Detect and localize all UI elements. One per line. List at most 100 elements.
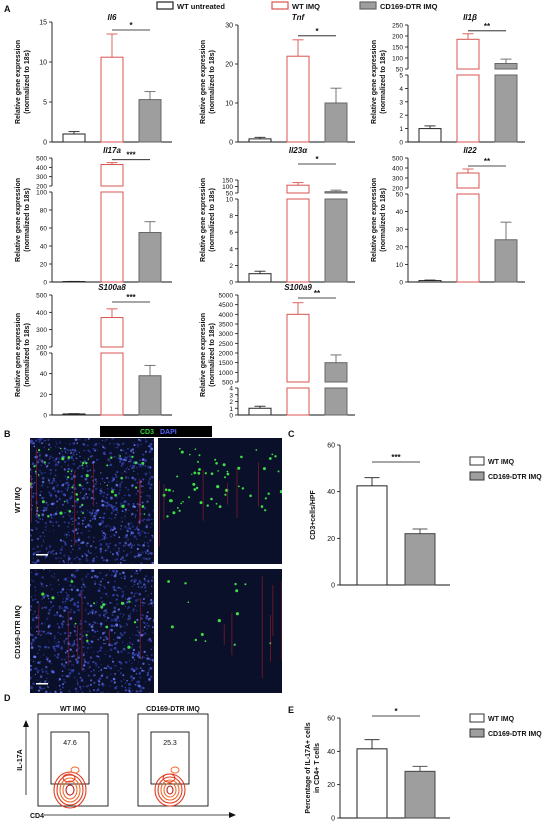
nucleus-dot: [47, 464, 49, 467]
nucleus-dot: [88, 450, 92, 453]
nucleus-dot: [39, 438, 42, 441]
nucleus-dot: [72, 442, 76, 445]
cd3-cell-dot: [85, 474, 89, 478]
nucleus-dot: [45, 547, 48, 550]
y-tick-label: 0: [43, 280, 47, 287]
nucleus-dot: [73, 640, 75, 642]
bar-upper-segment: [456, 38, 480, 70]
nucleus-dot: [137, 650, 140, 653]
nucleus-dot: [64, 481, 68, 485]
nucleus-dot: [76, 563, 78, 564]
nucleus-dot: [117, 443, 121, 447]
nucleus-dot: [103, 440, 105, 442]
nucleus-dot: [141, 686, 144, 690]
nucleus-dot: [65, 499, 69, 503]
nucleus-dot: [115, 475, 118, 478]
nucleus-dot: [144, 459, 147, 462]
nucleus-dot: [107, 481, 110, 484]
nucleus-dot: [86, 444, 89, 447]
nucleus-dot: [67, 580, 69, 582]
nucleus-dot: [136, 592, 138, 594]
nucleus-dot: [151, 585, 153, 587]
nucleus-dot: [52, 521, 54, 524]
nucleus-dot: [88, 493, 91, 496]
nucleus-dot: [91, 611, 94, 614]
nucleus-dot: [71, 643, 74, 646]
nucleus-dot: [44, 471, 46, 474]
nucleus-dot: [145, 525, 148, 529]
nucleus-dot: [38, 532, 40, 534]
nucleus-dot: [92, 621, 95, 623]
bar: [138, 99, 162, 143]
nucleus-dot: [49, 583, 52, 586]
nucleus-dot: [49, 493, 53, 497]
cd3-cell-dot: [224, 493, 227, 496]
nucleus-dot: [72, 654, 76, 658]
nucleus-dot: [36, 652, 39, 655]
bar-lower-segment: [456, 74, 480, 143]
nucleus-dot: [150, 593, 152, 595]
cd3-cell-dot: [192, 482, 196, 486]
nucleus-dot: [43, 539, 45, 541]
nucleus-dot: [58, 497, 61, 500]
scale-bar: [36, 683, 48, 685]
nucleus-dot: [69, 599, 72, 602]
cd3-cell-dot: [71, 486, 74, 489]
y-tick-label: 5: [43, 100, 47, 107]
nucleus-dot: [95, 510, 98, 512]
nucleus-dot: [72, 459, 74, 461]
y-tick-label: 400: [36, 310, 47, 317]
nucleus-dot: [146, 541, 149, 544]
nucleus-dot: [149, 692, 151, 693]
nucleus-dot: [54, 474, 57, 477]
nucleus-dot: [144, 586, 147, 589]
nucleus-dot: [31, 495, 35, 498]
nucleus-dot: [136, 509, 139, 512]
nucleus-dot: [37, 438, 39, 441]
nucleus-dot: [74, 558, 76, 560]
nucleus-dot: [124, 536, 126, 539]
bar: [248, 407, 272, 416]
nucleus-dot: [109, 648, 113, 652]
nucleus-dot: [42, 633, 43, 635]
nucleus-dot: [110, 526, 112, 528]
nucleus-dot: [59, 590, 63, 594]
nucleus-dot: [83, 449, 85, 452]
nucleus-dot: [131, 465, 135, 468]
bar-upper-segment: [494, 63, 518, 70]
nucleus-dot: [103, 451, 106, 454]
nucleus-dot: [116, 636, 120, 639]
nucleus-dot: [78, 465, 81, 468]
nucleus-dot: [66, 509, 69, 512]
nucleus-dot: [63, 678, 65, 681]
y-tick-label: 200: [36, 345, 47, 352]
nucleus-dot: [87, 613, 90, 615]
nucleus-dot: [100, 483, 101, 485]
nucleus-dot: [136, 573, 138, 575]
nucleus-dot: [127, 618, 130, 621]
nucleus-dot: [152, 439, 154, 442]
nucleus-dot: [90, 640, 93, 643]
nucleus-dot: [146, 673, 150, 676]
nucleus-dot: [55, 469, 57, 471]
nucleus-dot: [64, 533, 67, 535]
nucleus-dot: [32, 682, 35, 685]
nucleus-dot: [128, 468, 130, 471]
nucleus-dot: [122, 544, 126, 547]
y-tick-label: 10: [225, 101, 233, 108]
nucleus-dot: [117, 586, 119, 589]
nucleus-dot: [61, 674, 64, 677]
nucleus-dot: [58, 452, 61, 455]
nucleus-dot: [113, 664, 116, 667]
nucleus-dot: [49, 521, 52, 524]
nucleus-dot: [102, 532, 105, 535]
nucleus-dot: [57, 579, 59, 581]
nucleus-dot: [39, 656, 41, 658]
nucleus-dot: [114, 544, 117, 547]
nucleus-dot: [138, 592, 142, 596]
y-tick-label: 3500: [219, 322, 234, 329]
nucleus-dot: [116, 509, 118, 511]
y-tick-label: 40: [396, 209, 404, 216]
nucleus-dot: [102, 534, 104, 537]
nucleus-dot: [48, 641, 50, 643]
